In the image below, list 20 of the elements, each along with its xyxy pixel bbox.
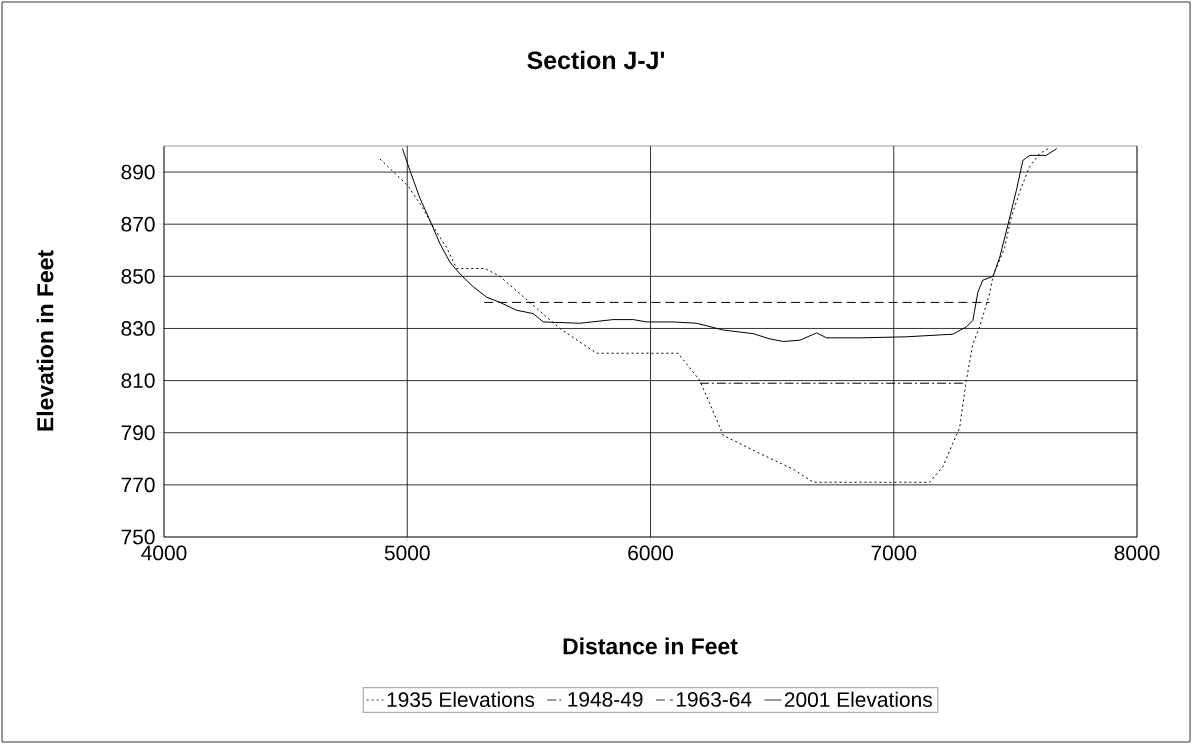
y-tick-label: 870 xyxy=(121,216,155,232)
y-axis-title: Elevation in Feet xyxy=(36,250,54,431)
legend-label: 2001 Elevations xyxy=(784,691,932,708)
y-tick-label: 810 xyxy=(121,373,155,388)
y-tick-label: 850 xyxy=(121,268,155,284)
x-axis-title: Distance in Feet xyxy=(563,637,738,655)
x-tick-label: 8000 xyxy=(1114,545,1160,561)
x-tick-label: 4000 xyxy=(141,545,187,561)
y-tick-label: 790 xyxy=(121,425,155,441)
x-tick-label: 5000 xyxy=(384,545,430,561)
y-tick-label: 750 xyxy=(121,529,155,545)
y-tick-label: 770 xyxy=(121,477,155,493)
legend-label: 1935 Elevations xyxy=(387,691,535,708)
y-tick-label: 890 xyxy=(121,164,155,180)
legend-label: 1963-64 xyxy=(676,691,752,707)
chart-title: Section J-J' xyxy=(527,50,665,70)
x-tick-label: 7000 xyxy=(871,545,917,561)
y-tick-label: 830 xyxy=(121,321,155,336)
x-tick-label: 6000 xyxy=(628,545,673,561)
legend-label: 1948-49 xyxy=(568,691,643,707)
